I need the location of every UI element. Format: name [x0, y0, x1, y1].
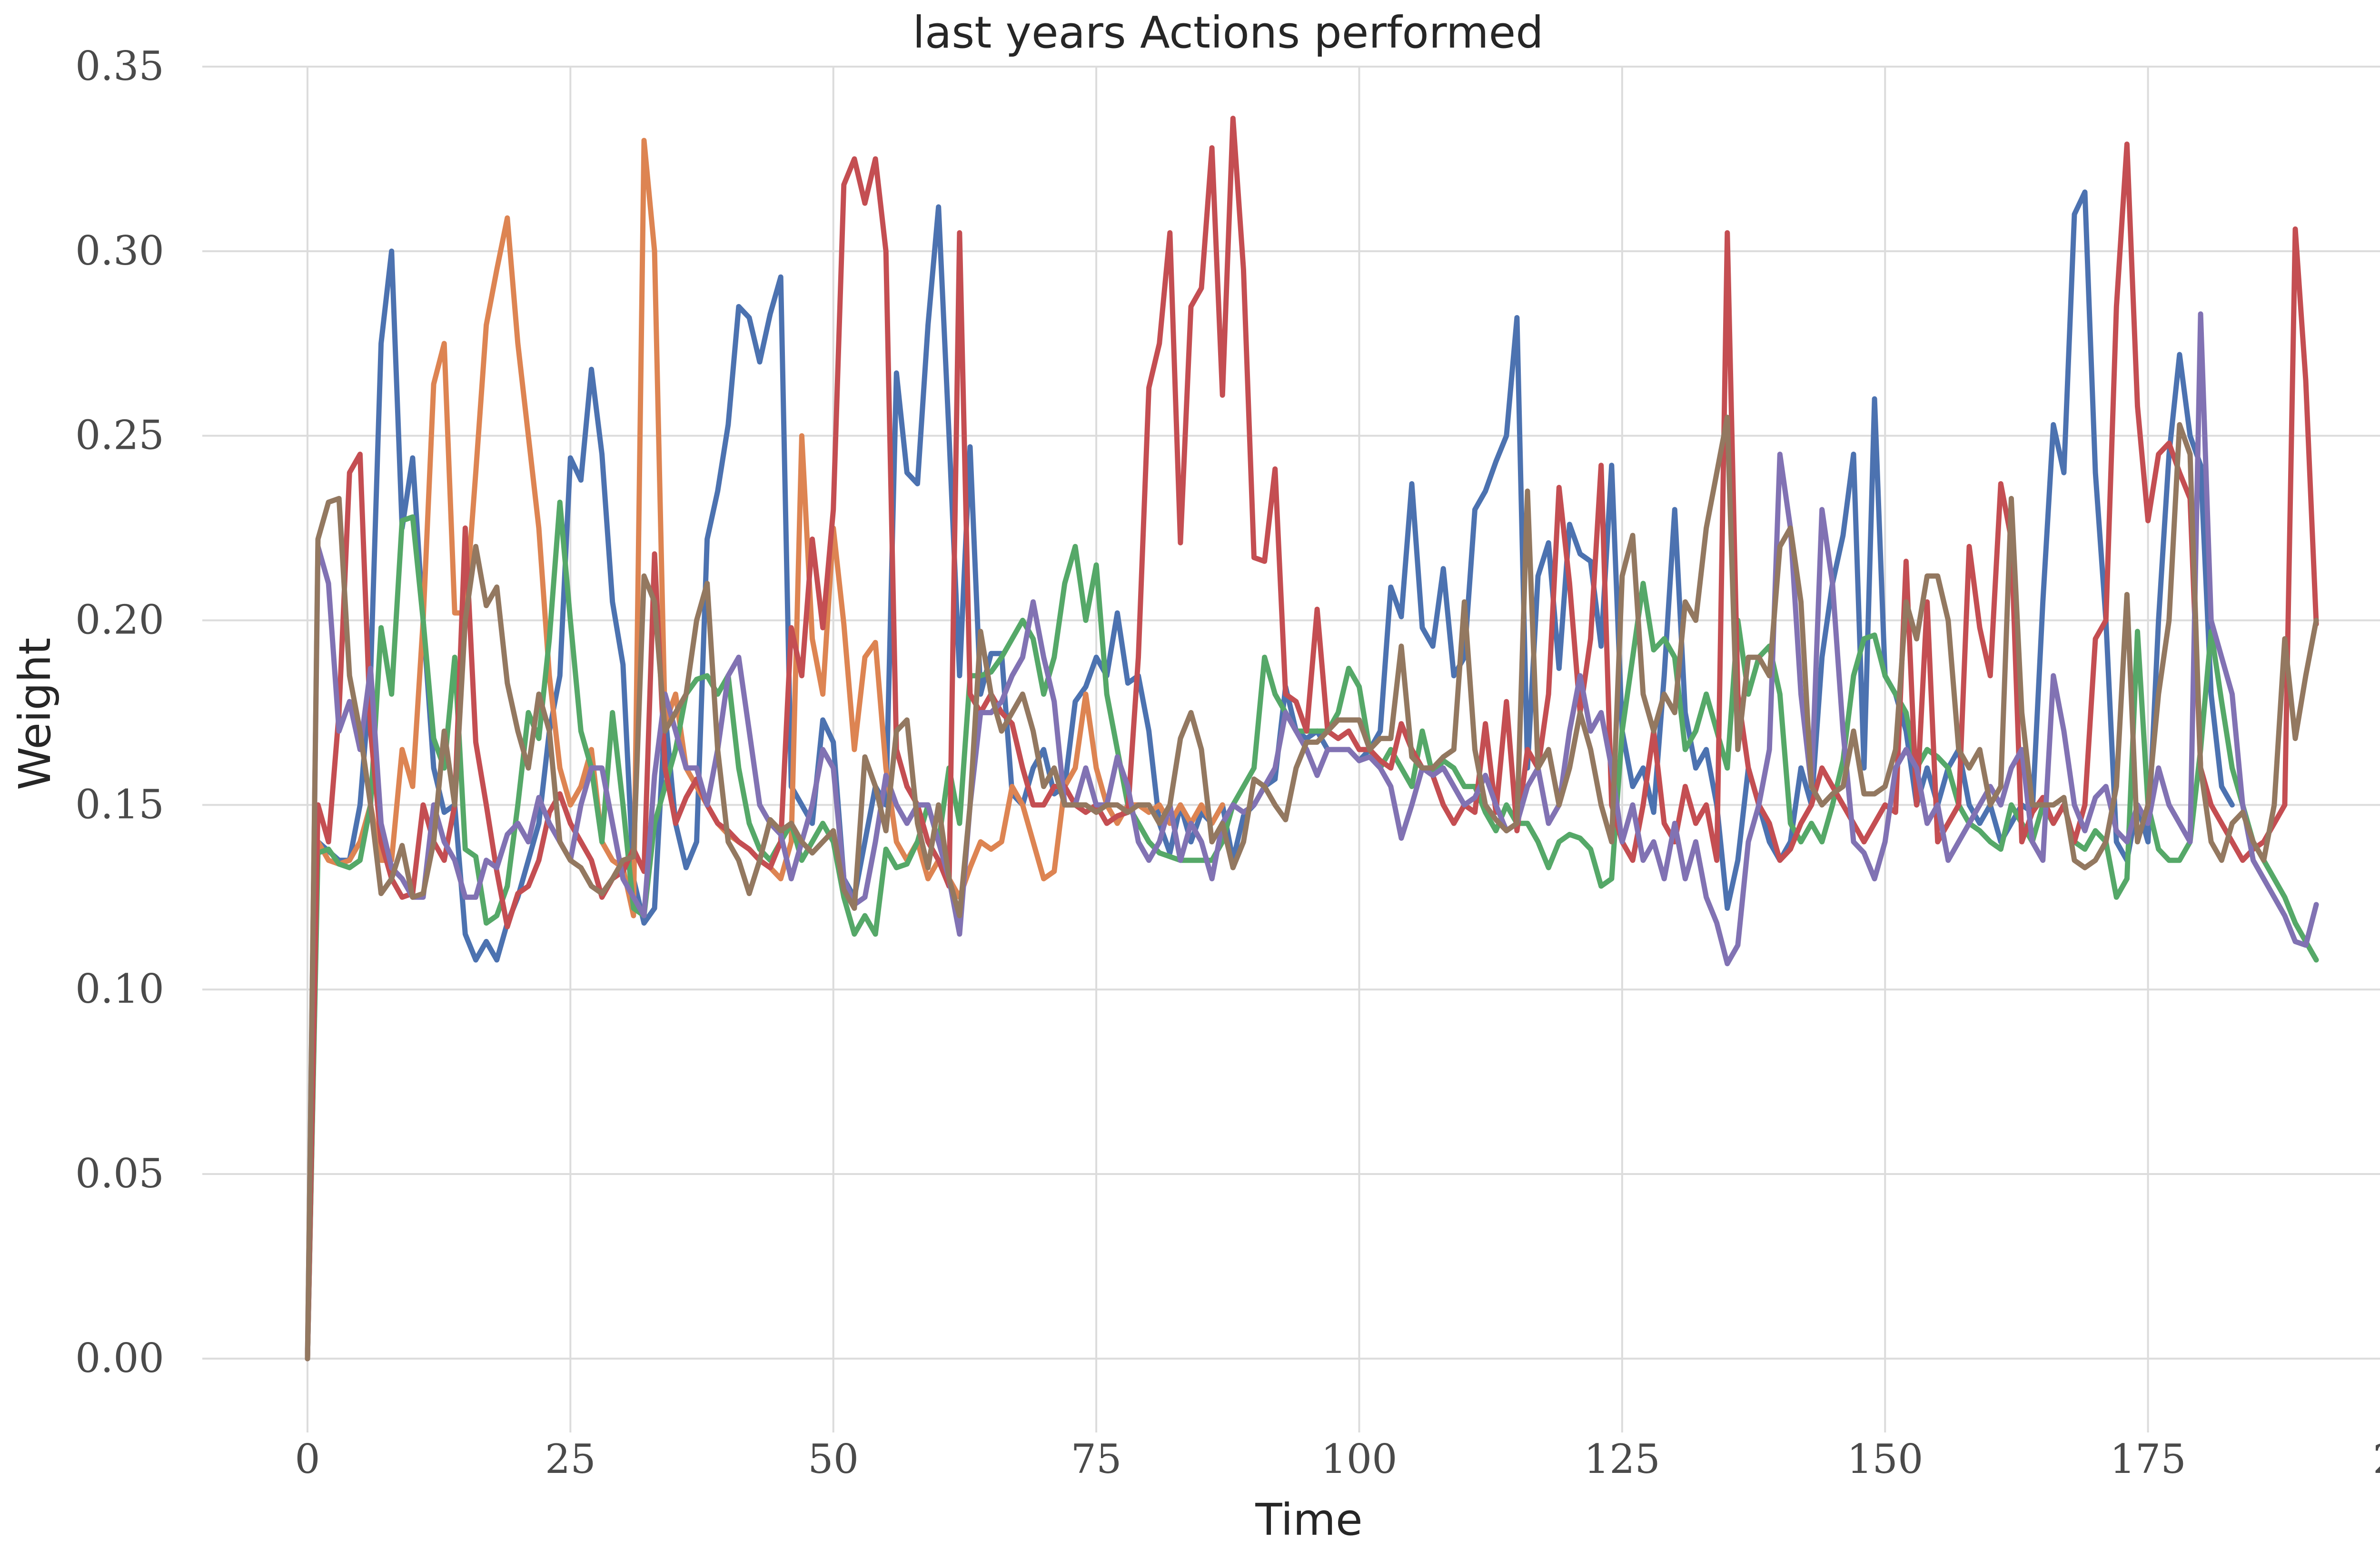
y-tick-label: 0.30	[75, 227, 164, 274]
series-lines	[305, 116, 2319, 1362]
y-tick-label: 0.15	[75, 781, 164, 828]
x-tick-label: 50	[808, 1436, 859, 1482]
x-tick-label: 100	[1321, 1436, 1397, 1482]
y-tick-label: 0.05	[75, 1150, 164, 1197]
x-tick-label: 175	[2110, 1436, 2186, 1482]
x-tick-label: 125	[1584, 1436, 1660, 1482]
y-tick-label: 0.10	[75, 966, 164, 1012]
y-tick-label: 0.25	[75, 412, 164, 459]
tick-labels: 0 25 50 75 100 125 150 175 200 0.00 0.05 0.10 0.15 0.…	[75, 43, 2380, 1482]
y-tick-label: 0.00	[75, 1335, 164, 1382]
x-tick-label: 150	[1847, 1436, 1923, 1482]
x-tick-label: 75	[1071, 1436, 1122, 1482]
x-tick-label: 25	[545, 1436, 596, 1482]
y-axis-label: Weight	[10, 638, 60, 790]
chart-title: last years Actions performed	[912, 7, 1543, 58]
y-tick-label: 0.35	[75, 43, 164, 89]
series-line-5	[305, 311, 2319, 1362]
y-tick-label: 0.20	[75, 597, 164, 643]
x-tick-label: 0	[295, 1436, 320, 1482]
series-line-4	[305, 116, 2319, 1362]
x-tick-label: 200	[2373, 1436, 2380, 1482]
x-axis-label: Time	[1255, 1494, 1362, 1545]
series-line-6	[305, 415, 2319, 1362]
